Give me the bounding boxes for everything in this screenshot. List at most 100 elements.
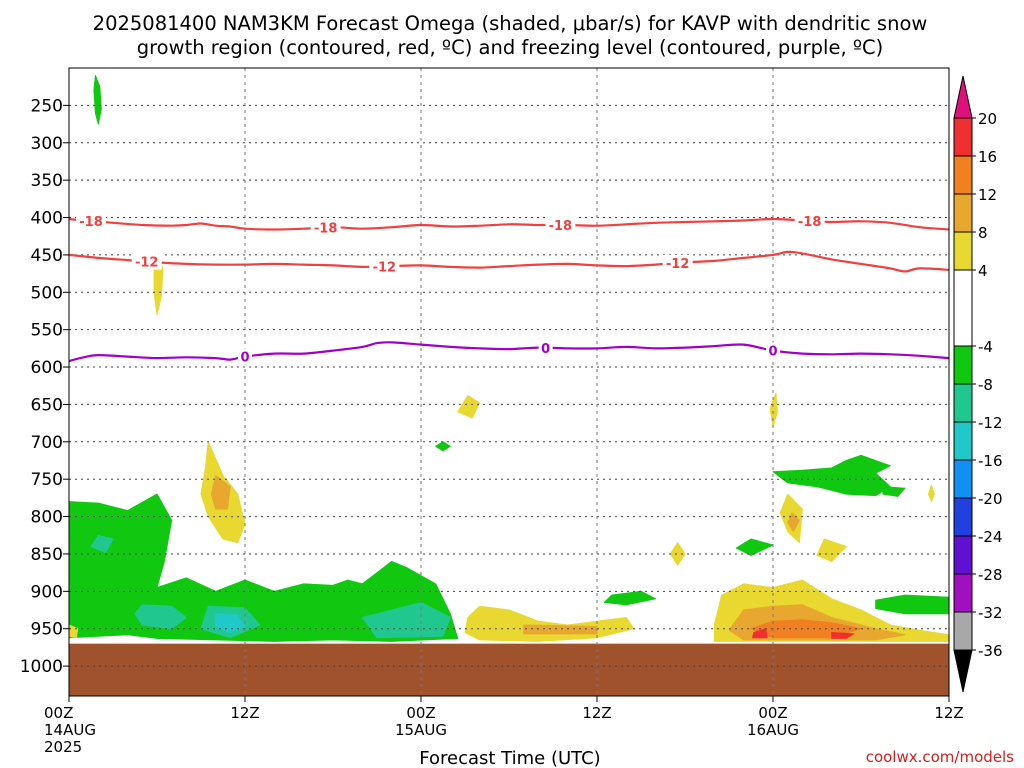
colorbar-label--16: -16	[978, 452, 1003, 470]
y-tick-label-550: 550	[31, 321, 63, 341]
colorbar-label--20: -20	[978, 490, 1003, 508]
x-tick-label-36-1: 12Z	[582, 704, 611, 722]
colorbar-label-12: 12	[978, 186, 997, 204]
y-tick-label-600: 600	[31, 358, 63, 378]
omega-region-10	[210, 475, 231, 510]
contour-label--12-2: -12	[373, 260, 397, 275]
y-tick-label-700: 700	[31, 433, 63, 453]
x-tick-label-0-2: 14AUG	[44, 721, 96, 739]
contour-label-0-2: 0	[541, 342, 550, 357]
contour-label-bg	[766, 342, 780, 359]
omega-region-13	[464, 605, 635, 642]
omega-region-8	[361, 602, 451, 639]
colorbar-top-arrow	[953, 75, 973, 119]
y-axis-ticks: 250 300 350 400 450 500 550 600 650 700 750 800 850 9…	[20, 96, 69, 677]
colorbar-label--32: -32	[978, 604, 1003, 622]
y-tick-label-250: 250	[31, 96, 63, 116]
x-axis-label: Forecast Time (UTC)	[419, 748, 600, 768]
colorbar-band-8	[953, 421, 973, 461]
contour-label-bg	[76, 213, 106, 230]
title-line-2: growth region (contoured, red, ºC) and f…	[137, 36, 884, 59]
contour-lines: -18 -18 -18 -18 -12 -12 -12 0 0 0	[69, 212, 949, 366]
y-tick-label-750: 750	[31, 470, 63, 490]
contour-line--12	[69, 250, 949, 273]
colorbar-label-8: 8	[978, 224, 988, 242]
colorbar-band-10	[953, 497, 973, 537]
y-tick-label-400: 400	[31, 209, 63, 229]
contour-label-bg	[538, 339, 553, 356]
colorbar-band-5	[953, 269, 973, 347]
credit-text: coolwx.com/models	[866, 748, 1014, 766]
contour-label-bg	[662, 254, 693, 271]
colorbar-label-4: 4	[978, 262, 988, 280]
contour-label-bg	[794, 212, 825, 229]
colorbar-band-2	[953, 155, 973, 195]
x-tick-label-48-1: 00Z	[758, 704, 787, 722]
colorbar-band-11	[953, 535, 973, 575]
contour-line--18	[69, 217, 949, 231]
contour-label--18-3: -18	[549, 219, 573, 234]
colorbar-band-3	[953, 193, 973, 233]
colorbar-label-16: 16	[978, 148, 997, 166]
contour-label-0-1: 0	[240, 351, 249, 366]
x-tick-label-24-2: 15AUG	[395, 721, 447, 739]
y-tick-label-450: 450	[31, 246, 63, 266]
omega-region-29	[752, 628, 768, 639]
omega-region-16	[669, 542, 686, 566]
y-tick-label-950: 950	[31, 620, 63, 640]
x-tick-label-48-2: 16AUG	[747, 721, 799, 739]
plot-frame	[68, 67, 950, 697]
y-tick-label-1000: 1000	[20, 657, 63, 677]
contour-label--12-3: -12	[666, 257, 690, 272]
contour-label--18-4: -18	[798, 215, 822, 230]
omega-region-20	[787, 512, 800, 532]
colorbar-label--28: -28	[978, 566, 1003, 584]
chart-title: 2025081400 NAM3KM Forecast Omega (shaded…	[93, 12, 928, 59]
ground-below-surface	[69, 643, 949, 696]
x-tick-label-12-1: 12Z	[230, 704, 259, 722]
x-tick-label-24-1: 00Z	[406, 704, 435, 722]
colorbar: 20 16 12 8 4 -4 -8 -12 -16 -20 -24 -28 -32 -36	[953, 75, 1003, 693]
y-tick-label-850: 850	[31, 545, 63, 565]
omega-region-1	[93, 75, 102, 125]
omega-region-24	[928, 484, 935, 503]
title-line-1: 2025081400 NAM3KM Forecast Omega (shaded…	[93, 12, 928, 35]
colorbar-label--4: -4	[978, 338, 993, 356]
y-tick-label-500: 500	[31, 283, 63, 303]
y-tick-label-350: 350	[31, 171, 63, 191]
x-tick-label-0-3: 2025	[44, 738, 82, 756]
omega-region-25	[875, 594, 949, 615]
omega-region-18	[769, 392, 778, 428]
omega-region-23	[882, 486, 906, 497]
y-tick-label-300: 300	[31, 134, 63, 154]
colorbar-band-13	[953, 611, 973, 651]
contour-label-bg	[131, 253, 162, 270]
contour-label--12-1: -12	[135, 256, 159, 271]
colorbar-label-20: 20	[978, 110, 997, 128]
x-tick-label-0-1: 00Z	[44, 704, 73, 722]
y-tick-label-900: 900	[31, 582, 63, 602]
colorbar-label--24: -24	[978, 528, 1003, 546]
y-tick-label-650: 650	[31, 395, 63, 415]
colorbar-bottom-arrow	[953, 649, 973, 693]
contour-label--18-2: -18	[314, 222, 338, 237]
colorbar-label--36: -36	[978, 642, 1003, 660]
x-tick-label-60-1: 12Z	[934, 704, 963, 722]
contour-label-bg	[238, 348, 252, 365]
omega-region-14	[523, 624, 598, 635]
contour-label-bg	[545, 217, 576, 233]
grid-lines	[69, 68, 949, 696]
omega-region-12	[435, 441, 451, 452]
colorbar-band-9	[953, 459, 973, 499]
colorbar-band-4	[953, 231, 973, 271]
colorbar-band-1	[953, 117, 973, 157]
contour-line-0	[69, 341, 949, 363]
omega-region-30	[831, 632, 855, 639]
omega-region-21	[816, 538, 847, 562]
omega-region-31	[69, 624, 79, 639]
omega-region-3	[69, 493, 459, 642]
omega-region-15	[603, 590, 657, 606]
contour-label-bg	[310, 219, 341, 236]
